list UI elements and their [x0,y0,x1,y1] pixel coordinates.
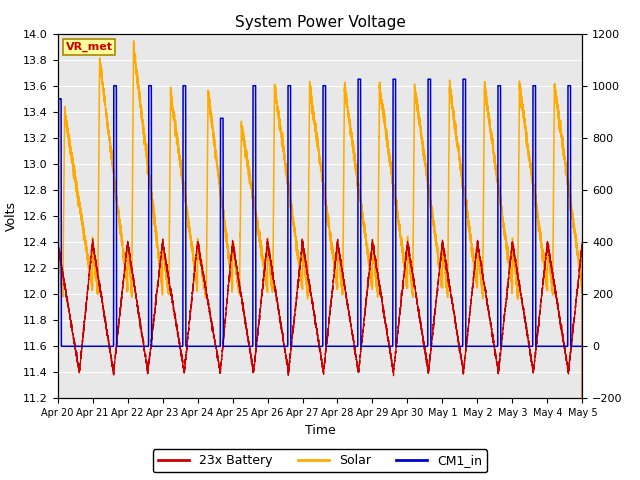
23x Battery [159,236,166,242]
Line: 23x Battery: 23x Battery [58,239,582,480]
Solar [467,239,475,244]
23x Battery [577,254,584,260]
CM1_in [579,343,586,349]
Text: VR_met: VR_met [65,42,113,52]
Solar [161,252,168,258]
23x Battery [54,239,61,244]
Y-axis label: Volts: Volts [4,201,17,231]
Solar [577,270,584,276]
Solar [250,201,258,206]
23x Battery [392,344,400,350]
Solar [392,202,400,208]
CM1_in [250,83,258,89]
Line: Solar: Solar [58,41,582,480]
Title: System Power Voltage: System Power Voltage [235,15,405,30]
23x Battery [161,251,168,256]
CM1_in [577,343,584,349]
CM1_in [354,76,362,82]
CM1_in [392,343,400,349]
Solar [54,236,61,241]
CM1_in [161,343,168,349]
Solar [166,167,174,173]
23x Battery [250,362,258,368]
23x Battery [166,284,174,290]
CM1_in [54,343,61,349]
X-axis label: Time: Time [305,424,335,437]
Solar [130,38,138,44]
CM1_in [467,343,475,349]
CM1_in [166,343,173,349]
23x Battery [467,303,475,309]
Legend: 23x Battery, Solar, CM1_in: 23x Battery, Solar, CM1_in [153,449,487,472]
Line: CM1_in: CM1_in [58,79,582,346]
